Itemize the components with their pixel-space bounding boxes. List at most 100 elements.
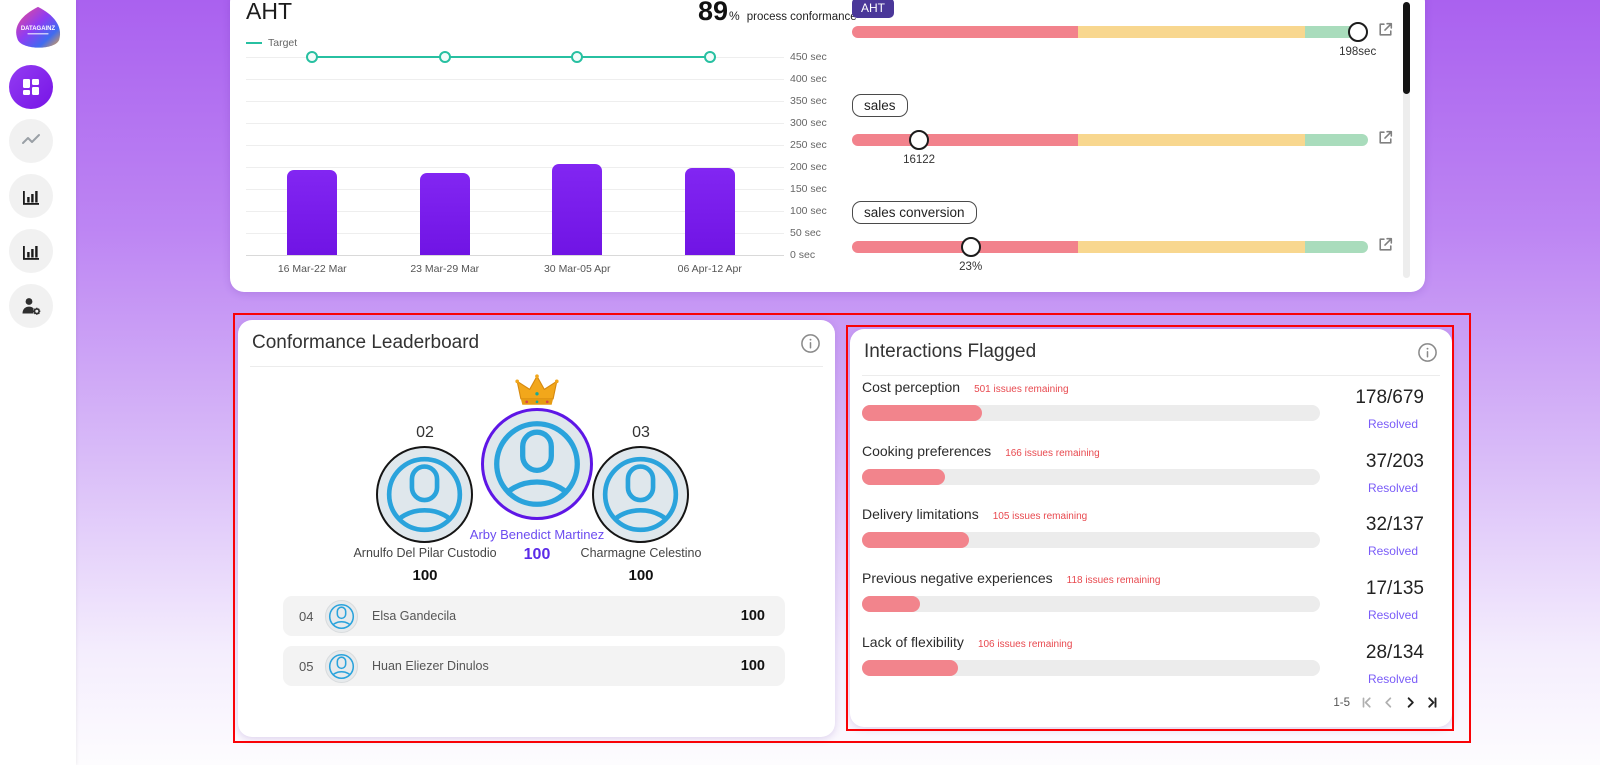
resolved-link[interactable]: Resolved: [1367, 608, 1418, 622]
row-score: 100: [740, 608, 765, 624]
y-tick: 250 sec: [790, 139, 827, 151]
progress-fill: [862, 596, 920, 612]
kpi-chip-sales-conversion[interactable]: sales conversion: [852, 201, 977, 224]
flagged-row: Delivery limitations 105 issues remainin…: [862, 506, 1440, 568]
info-icon: [801, 334, 820, 353]
issues-remaining: 501 issues remaining: [974, 384, 1069, 395]
person-icon: [328, 653, 355, 679]
person-icon: [494, 421, 580, 507]
process-conformance: 89 % process conformance: [698, 0, 857, 27]
info-icon: [1418, 343, 1437, 362]
progress-bar: [862, 469, 1320, 485]
conformance-unit: %: [729, 9, 740, 23]
flagged-title: Interactions Flagged: [864, 341, 1037, 362]
sales-expand-button[interactable]: [1376, 128, 1395, 147]
slider-segment-green: [1305, 134, 1368, 146]
aht-bar-chart: [246, 51, 784, 256]
progress-fill: [862, 532, 970, 548]
person-icon: [602, 456, 679, 533]
first-page-button[interactable]: [1359, 695, 1374, 710]
aht-range-slider[interactable]: 198sec: [852, 22, 1376, 58]
sales-conversion-expand-button[interactable]: [1376, 235, 1395, 254]
kpi-chip-aht[interactable]: AHT: [852, 0, 894, 18]
bars: [246, 57, 776, 255]
y-tick: 200 sec: [790, 161, 827, 173]
resolved-link[interactable]: Resolved: [1367, 417, 1418, 431]
sales-slider-knob[interactable]: [909, 130, 930, 150]
app-logo-text: DATAGAINZ: [21, 26, 56, 32]
sidebar-item-trends[interactable]: [9, 119, 53, 163]
y-tick: 0 sec: [790, 249, 816, 261]
previous-page-button[interactable]: [1381, 695, 1396, 710]
y-tick: 150 sec: [790, 183, 827, 195]
next-page-button[interactable]: [1403, 695, 1418, 710]
sales-conversion-slider-knob[interactable]: [960, 237, 981, 257]
chevron-left-icon: [1385, 697, 1392, 708]
progress-bar: [862, 405, 1320, 421]
aht-bar[interactable]: [684, 167, 735, 255]
progress-fill: [862, 405, 982, 421]
person-icon: [386, 456, 463, 533]
chevron-right-icon: [1407, 697, 1414, 708]
slider-segment-yellow: [1078, 26, 1306, 38]
y-tick: 300 sec: [790, 117, 827, 129]
leaderboard-row: 04 Elsa Gandecila 100: [283, 596, 785, 636]
grid-icon: [23, 79, 39, 95]
issues-remaining: 106 issues remaining: [977, 639, 1073, 650]
conformance-leaderboard-card: Conformance Leaderboard 02 03: [238, 320, 835, 737]
conformance-value: 89: [698, 0, 729, 26]
issue-label: Lack of flexibility: [862, 634, 964, 650]
kpi-chip-sales[interactable]: sales: [852, 94, 908, 117]
panel-scrollbar-thumb[interactable]: [1403, 2, 1410, 94]
sidebar-item-user-management[interactable]: [9, 284, 53, 328]
resolved-link[interactable]: Resolved: [1367, 544, 1418, 558]
leaderboard-info-button[interactable]: [800, 333, 821, 354]
sales-conversion-slider-value: 23%: [959, 261, 983, 273]
flagged-info-button[interactable]: [1417, 342, 1438, 363]
slider-segment-green: [1305, 241, 1368, 253]
sales-range-slider[interactable]: 16122: [852, 130, 1368, 166]
x-tick: 06 Apr-12 Apr: [677, 263, 742, 275]
resolved-link[interactable]: Resolved: [1367, 672, 1418, 686]
third-place-score: 100: [628, 567, 654, 584]
panel-scrollbar[interactable]: [1403, 2, 1410, 278]
sales-slider-value: 16122: [903, 154, 936, 166]
resolved-ratio: 32/137: [1365, 514, 1424, 535]
progress-bar: [862, 532, 1320, 548]
rank-label-second: 02: [416, 424, 434, 441]
y-tick: 50 sec: [790, 227, 821, 239]
x-tick: 23 Mar-29 Mar: [410, 263, 480, 275]
divider: [250, 366, 823, 367]
progress-fill: [862, 660, 958, 676]
aht-expand-button[interactable]: [1376, 20, 1395, 39]
resolved-ratio: 37/203: [1365, 451, 1424, 472]
app-logo: DATAGAINZ: [11, 5, 65, 51]
resolved-link[interactable]: Resolved: [1367, 481, 1418, 495]
avatar: [325, 599, 358, 633]
aht-bar[interactable]: [552, 163, 603, 255]
bar-chart-icon: [23, 191, 39, 205]
target-marker: [571, 51, 584, 63]
flagged-row: Previous negative experiences 118 issues…: [862, 570, 1440, 632]
aht-slider-knob[interactable]: [1347, 22, 1368, 42]
external-link-icon: [1379, 237, 1393, 251]
avatar-first-place: [481, 408, 593, 520]
row-name: Huan Eliezer Dinulos: [372, 659, 489, 673]
slider-segment-yellow: [1078, 241, 1306, 253]
legend-target: Target: [246, 37, 297, 49]
sidebar-item-reports[interactable]: [9, 174, 53, 218]
sales-conversion-range-slider[interactable]: 23%: [852, 237, 1368, 273]
third-place-name: Charmagne Celestino: [580, 546, 702, 560]
last-page-button[interactable]: [1425, 695, 1440, 710]
user-gear-icon: [22, 298, 41, 315]
first-place-score: 100: [523, 546, 551, 563]
aht-bar[interactable]: [287, 170, 338, 255]
sidebar-item-analytics[interactable]: [9, 229, 53, 273]
aht-bar[interactable]: [419, 172, 470, 255]
line-chart-icon: [22, 134, 40, 144]
target-marker: [703, 51, 716, 63]
last-page-icon: [1428, 697, 1437, 708]
avatar-second-place: [376, 446, 473, 543]
sidebar-item-dashboard[interactable]: [9, 65, 53, 109]
